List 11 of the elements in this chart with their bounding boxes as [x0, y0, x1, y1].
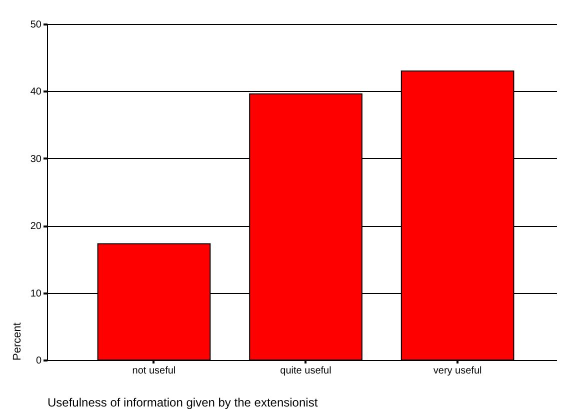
y-tick-label: 10	[30, 288, 42, 300]
y-tick-label: 40	[30, 86, 42, 98]
x-tick-label: very useful	[433, 366, 482, 376]
y-tick-label: 0	[36, 356, 42, 366]
y-axis-title: Percent	[11, 322, 24, 360]
y-tick-label: 50	[30, 20, 42, 30]
y-tick-label: 30	[30, 154, 42, 165]
x-tick-label: quite useful	[280, 366, 332, 376]
x-axis-title: Usefulness of information given by the extensionist	[48, 396, 318, 409]
y-tick-label: 20	[30, 221, 42, 232]
x-tick-label: not useful	[132, 366, 176, 376]
